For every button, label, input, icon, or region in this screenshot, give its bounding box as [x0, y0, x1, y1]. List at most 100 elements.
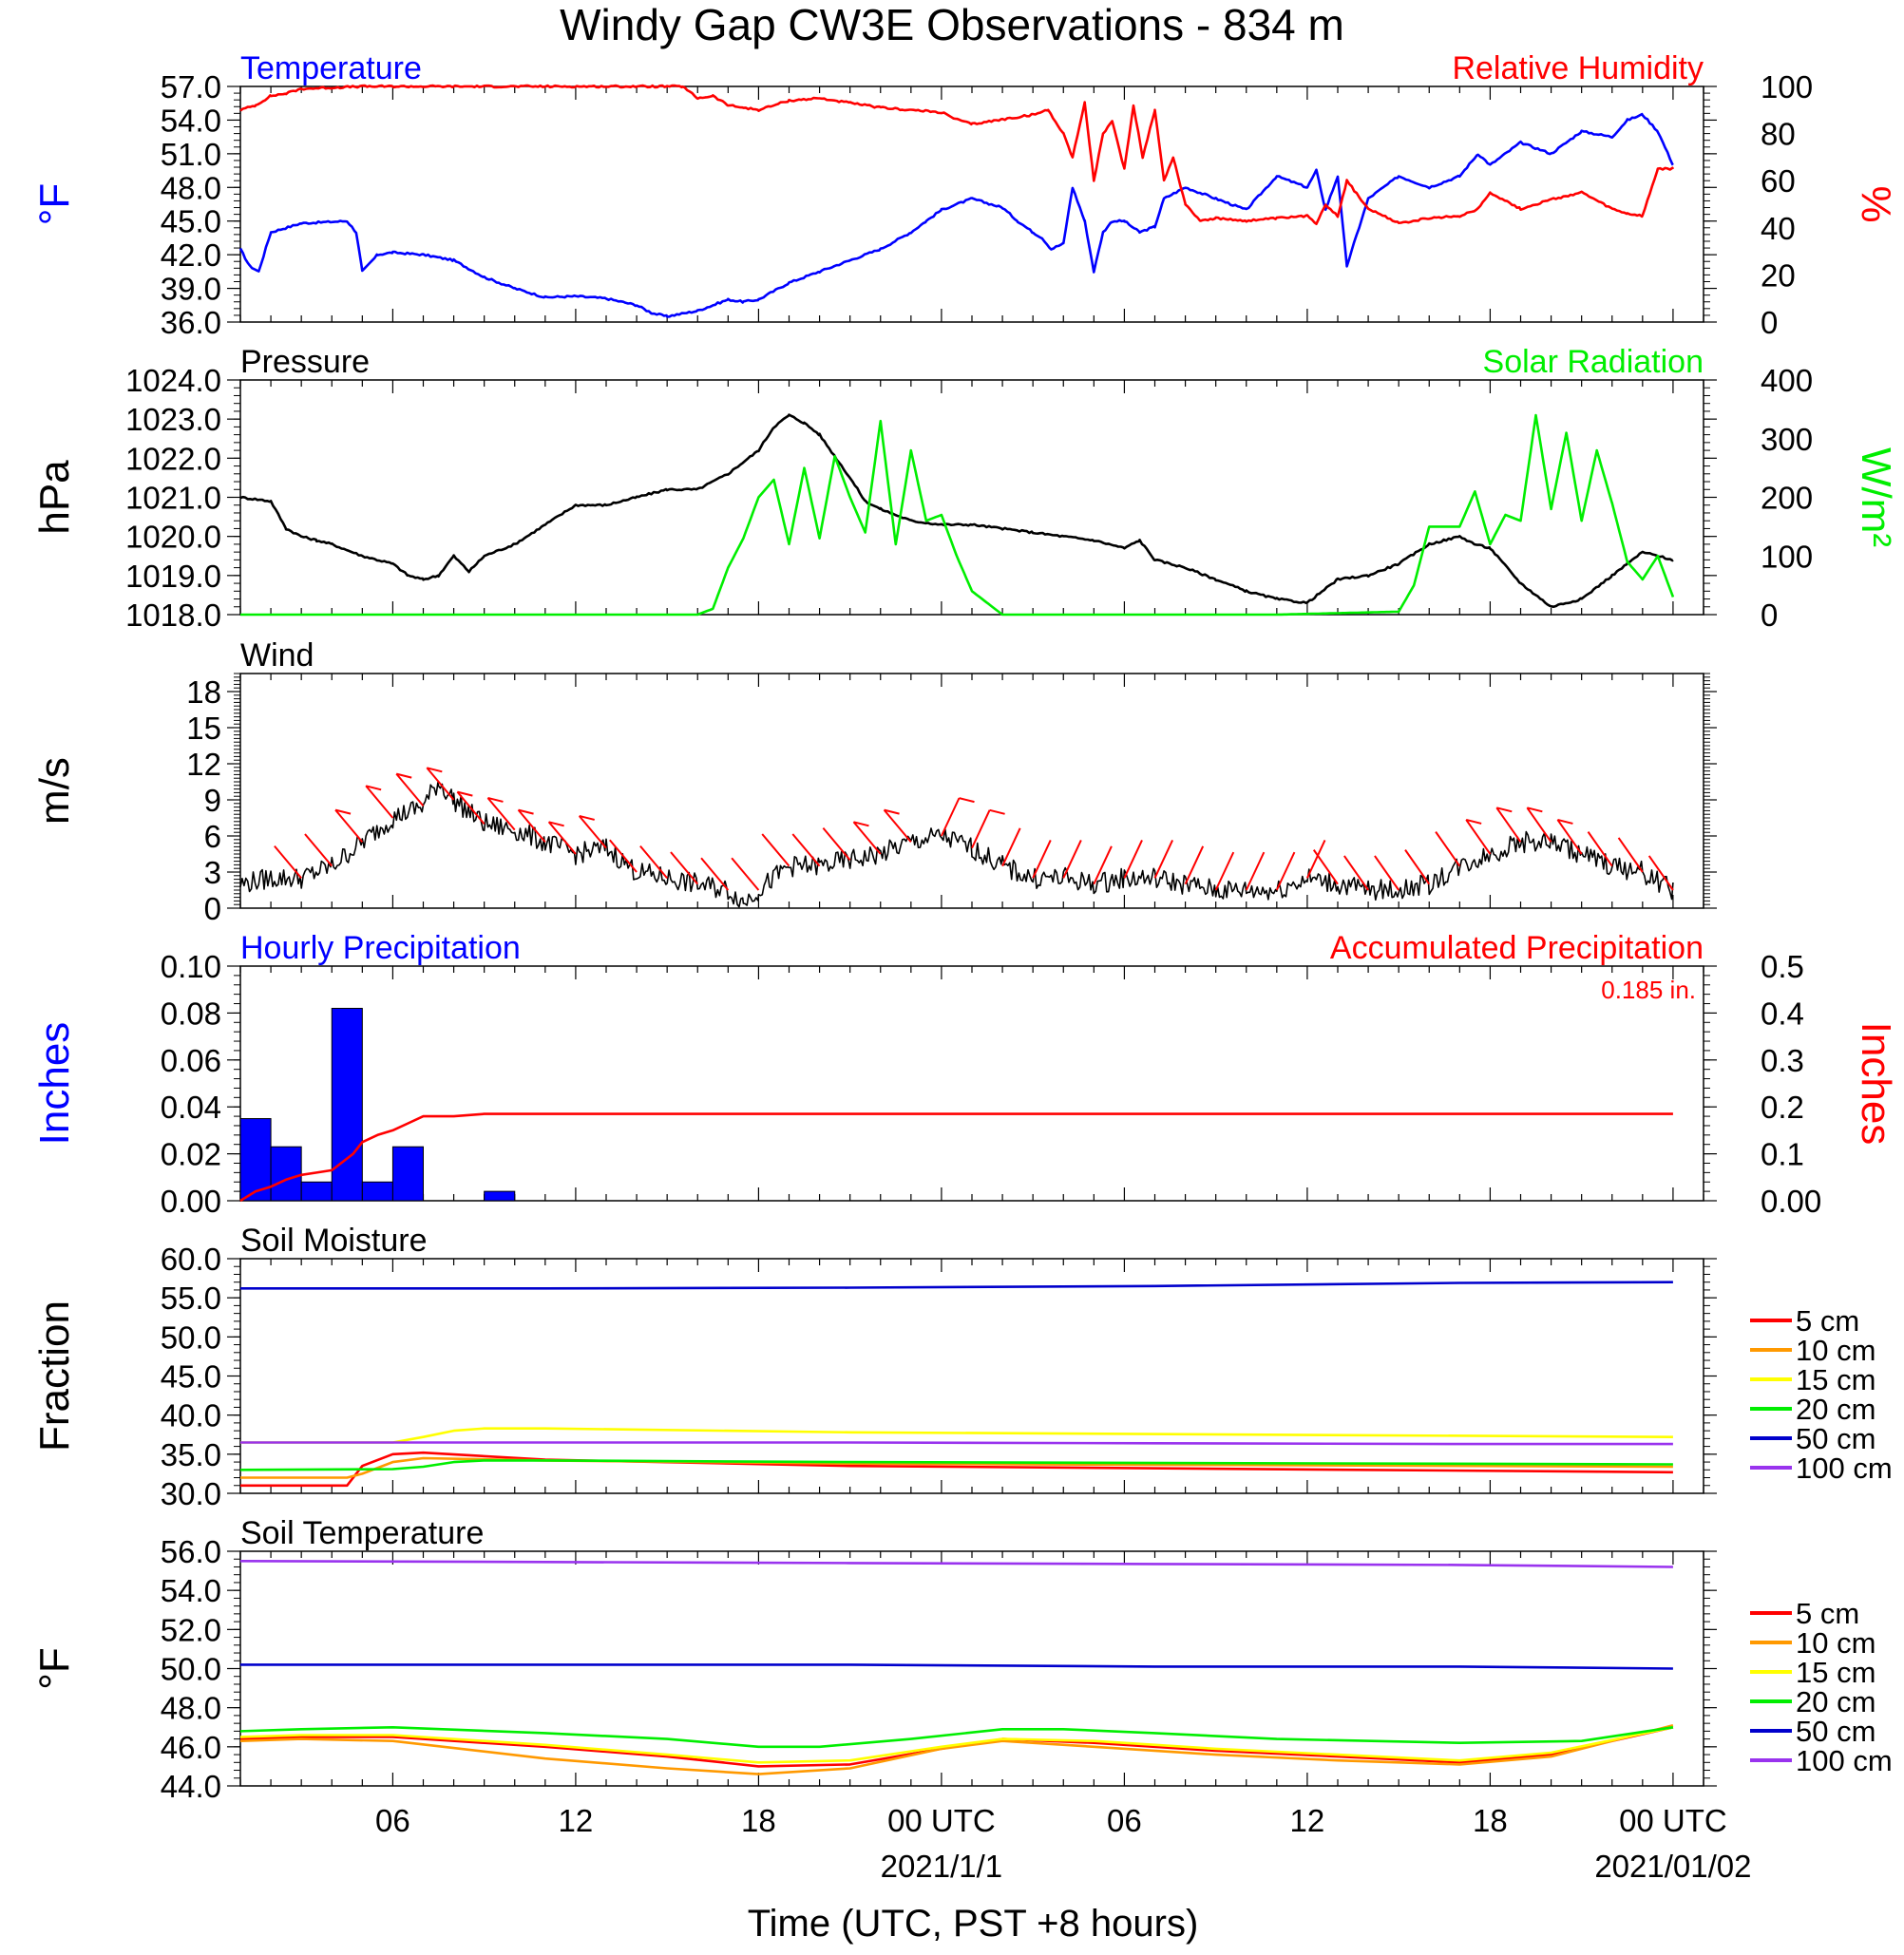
series-line-accumulated-precipitation	[239, 1112, 1673, 1203]
y-tick-label: 48.0	[161, 170, 221, 205]
x-date-label: 2021/01/02	[1594, 1849, 1751, 1884]
y-right-tick-label: 0	[1761, 598, 1778, 633]
series-line-pressure	[239, 413, 1674, 608]
series-line-5-cm	[240, 1451, 1673, 1488]
wind-barb	[365, 785, 394, 819]
y-right-tick-label: 40	[1761, 211, 1796, 246]
y-tick-label: 1022.0	[125, 441, 221, 476]
wind-barb	[395, 772, 425, 807]
plot-frame	[239, 965, 1704, 1202]
y-tick-label: 1021.0	[125, 481, 221, 516]
y-axis-label-left: m/s	[31, 757, 78, 825]
y-axis-label-right: %	[1853, 185, 1899, 222]
wind-barb-flag	[457, 790, 473, 797]
y-tick-label: 0.00	[161, 1184, 221, 1219]
wind-barb-flag	[884, 808, 900, 815]
wind-barb-flag	[1496, 807, 1513, 813]
y-right-tick-label: 200	[1761, 481, 1813, 516]
precip-bar	[331, 1007, 363, 1202]
y-tick-label: 57.0	[161, 69, 221, 104]
wind-barb	[731, 857, 760, 891]
series-line-15-cm	[240, 1427, 1673, 1444]
y-tick-label: 54.0	[161, 103, 221, 138]
y-axis-label-left: °F	[31, 1647, 78, 1689]
y-axis-label-right: W/m²	[1853, 447, 1899, 547]
wind-barb	[761, 833, 790, 867]
y-tick-label: 0	[204, 891, 221, 926]
series-line-20-cm	[239, 1459, 1673, 1471]
y-tick-label: 35.0	[161, 1437, 221, 1472]
wind-barb	[852, 821, 882, 855]
y-tick-label: 30.0	[161, 1476, 221, 1511]
y-tick-label: 15	[186, 711, 221, 746]
plot-frame	[239, 85, 1704, 323]
legend-label: 20 cm	[1796, 1393, 1875, 1426]
panel-title-left: Hourly Precipitation	[240, 930, 521, 966]
y-tick-label: 42.0	[161, 237, 221, 273]
series-line-10-cm	[240, 1456, 1673, 1479]
precip-bar	[484, 1190, 516, 1202]
precip-bar	[361, 1181, 393, 1202]
y-right-tick-label: 0.00	[1761, 1184, 1821, 1219]
wind-barb	[426, 767, 455, 801]
wind-barb	[971, 809, 991, 849]
y-axis-label-left: Inches	[31, 1022, 78, 1146]
series-line-100-cm	[240, 1441, 1673, 1446]
y-tick-label: 1019.0	[125, 559, 221, 594]
panel-title-right: Solar Radiation	[1483, 344, 1704, 380]
wind-barb	[1032, 840, 1052, 879]
wind-barb	[1093, 845, 1113, 885]
precip-bar	[300, 1181, 333, 1202]
legend-label: 50 cm	[1796, 1422, 1875, 1455]
legend-label: 5 cm	[1796, 1304, 1859, 1338]
panel-soil-moisture: 30.0 35.0 40.045.0 50.055.0 60.0 Soil Moistur…	[31, 1223, 1893, 1511]
y-tick-label: 0.02	[161, 1137, 221, 1172]
panel-title-left: Soil Moisture	[240, 1223, 428, 1259]
wind-barb	[639, 845, 668, 879]
y-tick-label: 50.0	[161, 1319, 221, 1355]
wind-barb	[791, 833, 821, 867]
y-tick-label: 44.0	[161, 1769, 221, 1804]
legend-label: 50 cm	[1796, 1715, 1875, 1748]
panel-pressure: 1018.0 1019.0 1020.0 1021.0 1022.0 1023.0 1024…	[31, 344, 1899, 633]
wind-barb	[274, 845, 302, 879]
wind-barb	[1617, 837, 1644, 873]
series-line-relative-humidity	[239, 84, 1675, 225]
plot-frame	[239, 673, 1704, 909]
chart-panels: 36.039.042.045.048.051.054.057.002040608…	[31, 50, 1899, 1804]
wind-barb	[1647, 855, 1674, 891]
y-right-tick-label: 20	[1761, 257, 1796, 293]
y-right-tick-label: 100	[1761, 69, 1813, 104]
legend-label: 10 cm	[1796, 1626, 1875, 1660]
panel-title-left: Temperature	[240, 50, 422, 86]
y-tick-label: 45.0	[161, 204, 221, 239]
y-tick-label: 0.10	[161, 949, 221, 984]
y-tick-label: 6	[204, 819, 221, 854]
x-tick-label: 06	[1107, 1803, 1142, 1838]
y-tick-label: 0.08	[161, 996, 221, 1031]
y-tick-label: 9	[204, 783, 221, 818]
wind-barb	[1526, 807, 1552, 843]
y-axis-label-left: °F	[31, 183, 78, 225]
wind-barb-flag	[1527, 807, 1543, 813]
y-right-tick-label: 0.5	[1761, 949, 1804, 984]
wind-barb-flag	[1465, 818, 1482, 825]
y-right-tick-label: 400	[1761, 363, 1813, 398]
y-tick-label: 56.0	[161, 1534, 221, 1569]
wind-barb	[547, 821, 577, 855]
y-tick-label: 18	[186, 674, 221, 710]
wind-barb	[1495, 807, 1522, 843]
series-line-solar-radiation	[240, 413, 1675, 617]
panel-temperature: 36.039.042.045.048.051.054.057.0 0 20 40 60 8…	[31, 50, 1899, 340]
y-tick-label: 1018.0	[125, 598, 221, 633]
legend-label: 100 cm	[1796, 1744, 1893, 1777]
y-right-tick-label: 0.3	[1761, 1043, 1804, 1078]
wind-barb	[1343, 855, 1369, 891]
wind-barb-flag	[334, 808, 352, 815]
wind-barb	[822, 826, 851, 861]
y-tick-label: 0.06	[161, 1043, 221, 1078]
y-right-tick-label: 80	[1761, 117, 1796, 152]
panel-title-left: Soil Temperature	[240, 1515, 484, 1551]
series-line-100-cm	[239, 1560, 1673, 1568]
